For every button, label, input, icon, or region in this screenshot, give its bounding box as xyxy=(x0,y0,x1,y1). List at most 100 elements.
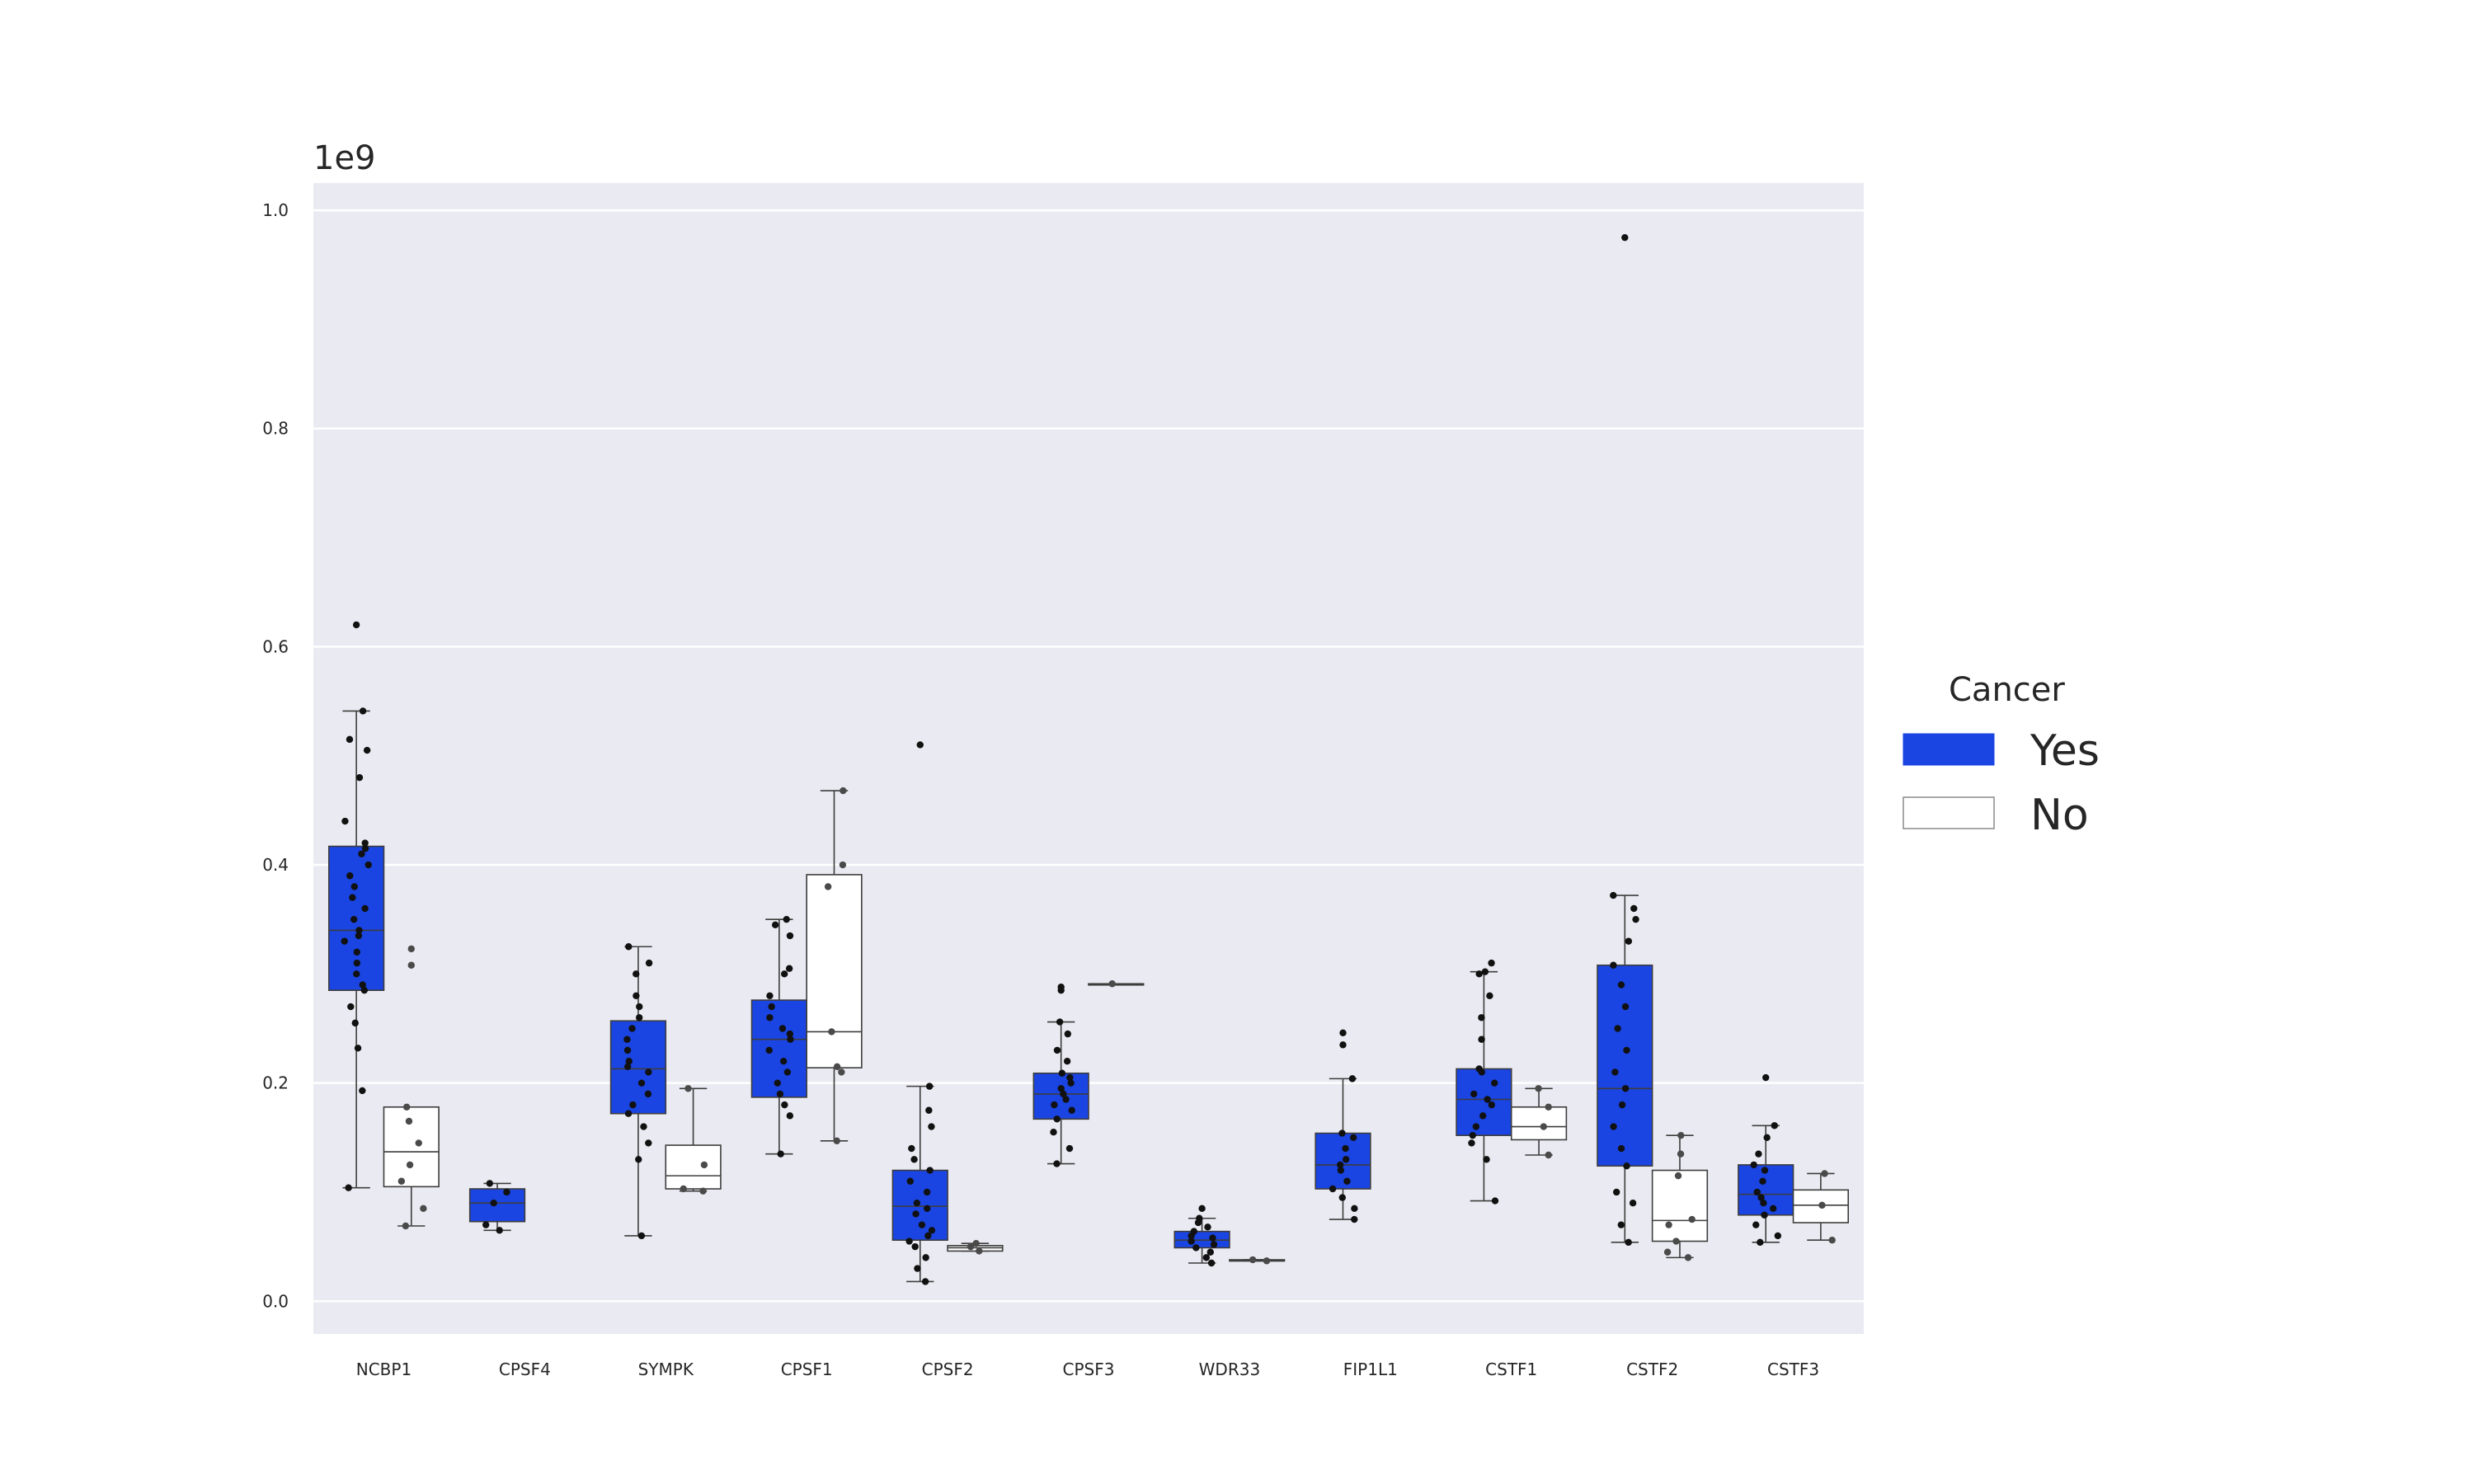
data-point xyxy=(1060,1090,1067,1098)
data-point xyxy=(916,741,924,749)
data-point xyxy=(624,1110,633,1117)
x-tick-label: CPSF1 xyxy=(781,1360,833,1379)
data-point xyxy=(345,1184,352,1191)
legend-swatch-yes xyxy=(1903,733,1995,766)
data-point xyxy=(623,1036,631,1043)
data-point xyxy=(623,1046,632,1054)
data-point xyxy=(341,817,349,825)
data-point xyxy=(1056,1018,1064,1026)
data-point xyxy=(1621,1003,1630,1011)
data-point xyxy=(486,1180,494,1187)
box-no-wdr33 xyxy=(1229,1259,1286,1262)
data-point xyxy=(355,927,363,934)
data-point xyxy=(341,937,348,945)
y-tick-label: 0.6 xyxy=(262,636,289,656)
data-point xyxy=(407,945,415,953)
data-point xyxy=(354,1045,362,1052)
y-tick-labels: 0.0 0.2 0.4 0.6 0.8 1.0 xyxy=(262,200,289,1311)
data-point xyxy=(1774,1232,1782,1240)
data-point xyxy=(346,872,354,880)
data-point xyxy=(1342,1144,1349,1153)
data-point xyxy=(1677,1150,1685,1158)
box-body xyxy=(1597,964,1653,1167)
box-body xyxy=(806,874,863,1068)
y-tick-label: 0.2 xyxy=(262,1073,289,1093)
x-tick-label: FIP1L1 xyxy=(1343,1360,1398,1379)
data-point xyxy=(1761,1167,1769,1174)
data-point xyxy=(1263,1257,1271,1265)
legend-swatch-no xyxy=(1903,796,1995,829)
data-point xyxy=(1065,1144,1074,1153)
y-tick-label: 0.0 xyxy=(262,1291,289,1311)
data-point xyxy=(361,844,369,852)
box-body xyxy=(1651,1169,1709,1242)
data-point xyxy=(766,992,774,1000)
data-point xyxy=(1206,1248,1214,1256)
box-no-sympk xyxy=(665,1087,722,1192)
data-point xyxy=(1762,1073,1770,1082)
data-point xyxy=(768,1003,775,1011)
data-point xyxy=(1057,984,1065,991)
data-point xyxy=(1343,1177,1351,1185)
data-point xyxy=(640,1123,647,1130)
data-point xyxy=(355,773,364,782)
data-point xyxy=(1535,1085,1542,1092)
data-point xyxy=(1058,1069,1066,1077)
x-tick-labels: NCBP1 CPSF4 SYMPK CPSF1 CPSF2 CPSF3 WDR33 FIP1L… xyxy=(356,1360,1819,1379)
x-tick-label: CPSF3 xyxy=(1063,1360,1115,1379)
data-point xyxy=(353,970,360,978)
data-point xyxy=(1339,1029,1347,1036)
data-point xyxy=(1470,1090,1478,1098)
data-point xyxy=(1066,1073,1074,1082)
data-point xyxy=(778,1025,787,1032)
data-point xyxy=(1468,1139,1475,1147)
data-point xyxy=(786,1030,793,1038)
box-yes-sympk xyxy=(609,946,667,1237)
data-point xyxy=(925,1106,933,1114)
data-point xyxy=(1771,1122,1778,1129)
data-point xyxy=(699,1187,707,1195)
data-point xyxy=(352,621,360,629)
data-point xyxy=(347,1003,355,1011)
data-point xyxy=(1068,1106,1075,1114)
data-point xyxy=(906,1177,914,1185)
boxes xyxy=(327,710,1849,1283)
data-point xyxy=(921,1278,929,1285)
data-point xyxy=(1752,1221,1760,1228)
y-tick-label: 1.0 xyxy=(262,200,289,220)
data-point xyxy=(1348,1075,1357,1082)
data-point xyxy=(680,1185,687,1193)
data-point xyxy=(503,1188,510,1196)
data-point xyxy=(926,1167,934,1174)
data-point xyxy=(766,1014,774,1021)
data-point xyxy=(349,894,356,901)
y-scale-label: 1e9 xyxy=(313,139,376,177)
data-point xyxy=(1475,970,1483,978)
data-point xyxy=(918,1221,926,1228)
data-point xyxy=(1469,1131,1477,1139)
data-point xyxy=(684,1085,692,1092)
data-point xyxy=(402,1103,411,1111)
data-point xyxy=(1053,1046,1061,1054)
data-point xyxy=(628,1025,636,1032)
data-point xyxy=(1611,1068,1619,1076)
data-point xyxy=(645,959,653,967)
box-no-cstf2 xyxy=(1651,1134,1709,1259)
data-point xyxy=(1210,1241,1218,1248)
data-point xyxy=(1617,981,1625,989)
box-yes-cpsf2 xyxy=(891,1085,948,1283)
data-point xyxy=(353,948,360,956)
data-point xyxy=(1339,1041,1347,1049)
legend-title: Cancer xyxy=(1949,671,2065,709)
data-point xyxy=(359,981,366,989)
data-point xyxy=(633,970,640,978)
data-point xyxy=(787,1036,794,1043)
data-point xyxy=(1753,1188,1761,1196)
data-point xyxy=(838,1068,845,1076)
data-point xyxy=(1632,915,1639,923)
data-point xyxy=(923,1188,931,1196)
data-point xyxy=(1062,1096,1070,1103)
data-point xyxy=(922,1254,929,1261)
data-point xyxy=(644,1090,652,1098)
data-point xyxy=(1540,1123,1548,1130)
